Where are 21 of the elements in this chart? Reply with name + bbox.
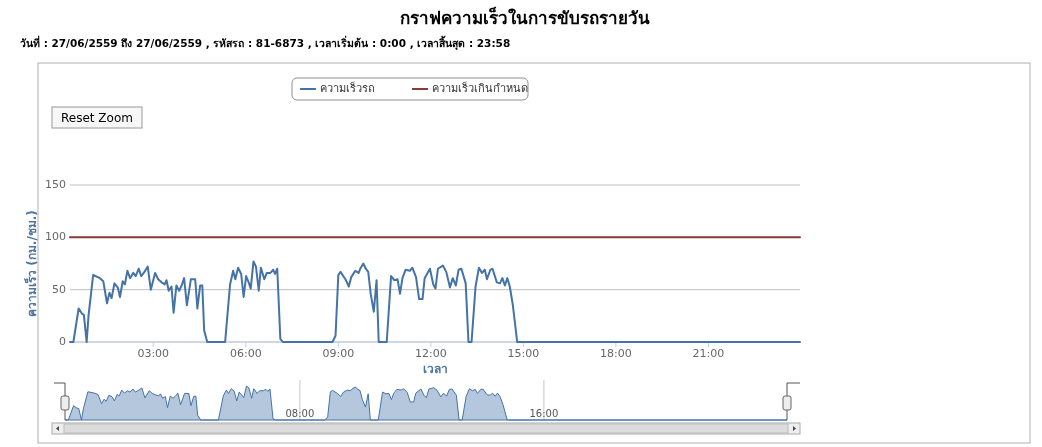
y-tick-label: 0 [59, 335, 66, 348]
y-tick-label: 100 [45, 230, 66, 244]
x-tick-label: 03:00 [137, 347, 170, 360]
y-tick-label: 50 [52, 282, 66, 296]
x-tick-label: 08:00 [285, 408, 315, 419]
x-tick-label: 16:00 [529, 408, 559, 419]
x-tick-label: 21:00 [692, 347, 725, 360]
x-axis-title: เวลา [422, 362, 448, 376]
x-tick-label: 09:00 [322, 347, 355, 360]
chart-subtitle: วันที่ : 27/06/2559 ถึง 27/06/2559 , รหัสรถ : 81-6873 , เวลาเริ่มต้น : 0:00 , เวลาสิ้นสุด : 23:58 [20, 35, 511, 51]
y-axis-title: ความเร็ว (กม./ชม.) [24, 210, 39, 317]
reset-zoom-button: Reset Zoom [51, 106, 143, 129]
x-tick-label: 12:00 [414, 347, 447, 360]
legend-label: ความเร็วรถ [320, 81, 375, 95]
y-tick-label: 150 [45, 178, 66, 191]
chart-title: กราฟความเร็วในการขับรถรายวัน [400, 6, 650, 28]
x-tick-label: 06:00 [229, 347, 262, 360]
line-series [69, 260, 801, 343]
legend-label: ความเร็วเกินกำหนด [432, 81, 528, 95]
x-tick-label: 18:00 [600, 347, 632, 360]
x-tick-label: 15:00 [507, 347, 540, 360]
